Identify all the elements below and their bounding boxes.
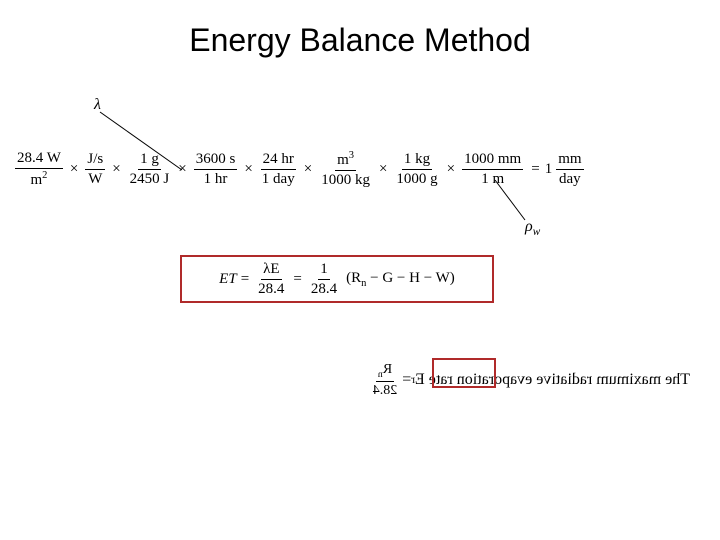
equals-icon: = (241, 271, 249, 288)
et-frac-1: λE 28.4 (256, 261, 286, 298)
bottom-highlight-box (432, 358, 496, 388)
et-equation-box: ET = λE 28.4 = 1 28.4 (Rn − G − H − W) (180, 255, 494, 303)
bottom-mirrored-line: The maximum radiative evaporation rate E… (130, 362, 690, 399)
bottom-frac: Rn 28.4 (371, 362, 400, 399)
et-rhs: (Rn − G − H − W) (346, 270, 455, 289)
equals-icon: = (293, 271, 301, 288)
equals-icon: = (402, 371, 411, 389)
rho-w-label: ρw (525, 218, 540, 238)
et-lhs: ET (219, 271, 237, 288)
et-frac-2: 1 28.4 (309, 261, 339, 298)
